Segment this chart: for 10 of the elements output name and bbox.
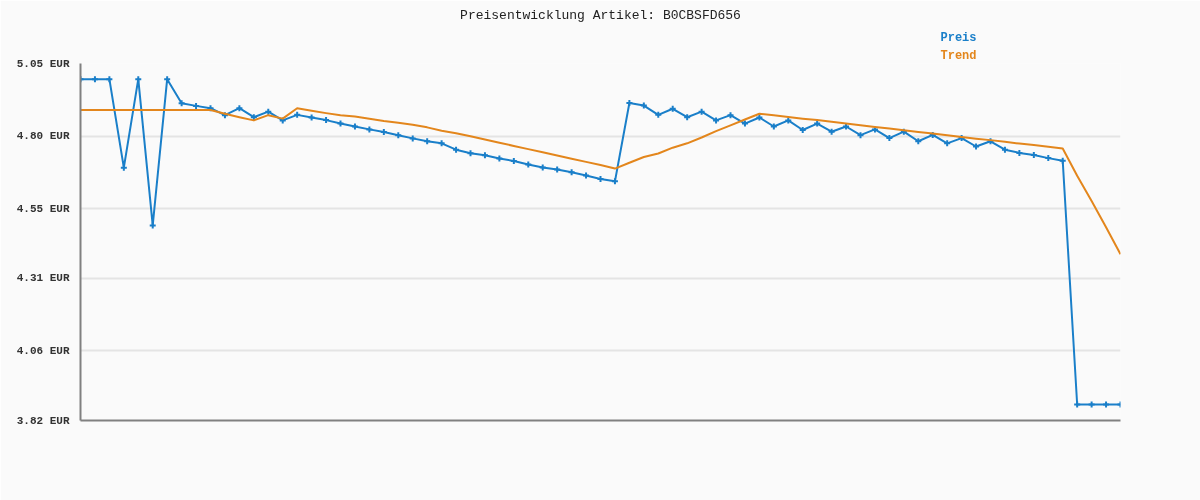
line-series bbox=[80, 107, 1121, 256]
y-tick-label: 4.06 EUR bbox=[16, 344, 70, 357]
chart-title: Preisentwicklung Artikel: B0CBSFD656 bbox=[460, 7, 741, 23]
y-tick-label: 5.05 EUR bbox=[16, 57, 70, 70]
text: Trend bbox=[940, 48, 977, 63]
y-tick-label: 4.55 EUR bbox=[16, 202, 70, 215]
y-tick-label: 3.82 EUR bbox=[16, 414, 70, 427]
text: Preis bbox=[940, 30, 977, 45]
y-tick-label: 4.31 EUR bbox=[16, 272, 70, 285]
y-tick-label: 4.80 EUR bbox=[16, 130, 70, 143]
